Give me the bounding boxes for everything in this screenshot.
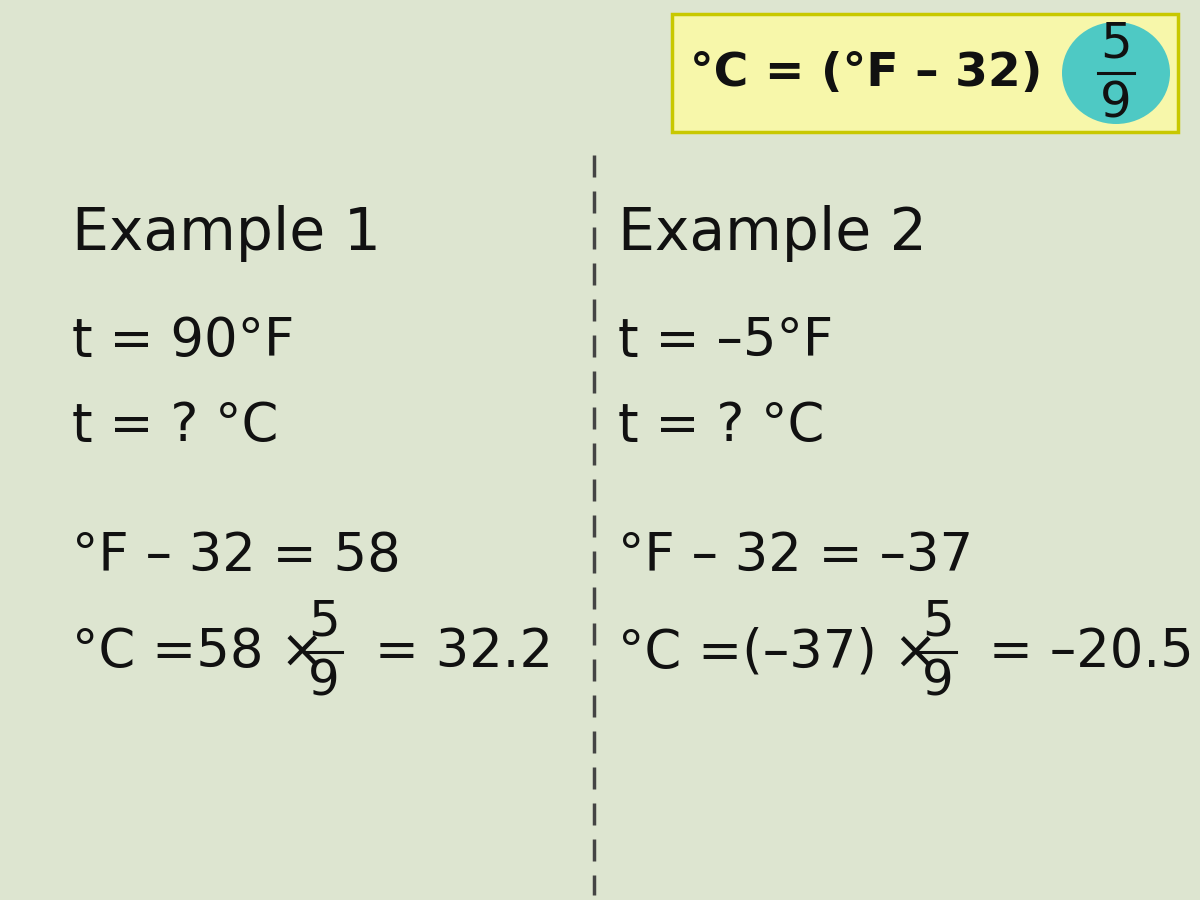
- Text: t = –5°F: t = –5°F: [618, 315, 833, 367]
- Text: = 32.2: = 32.2: [358, 626, 553, 678]
- Text: 5: 5: [308, 598, 340, 646]
- Text: t = ? °C: t = ? °C: [72, 400, 278, 452]
- Text: °C = (°F – 32) ×: °C = (°F – 32) ×: [690, 50, 1098, 95]
- Ellipse shape: [1062, 22, 1170, 124]
- Text: t = 90°F: t = 90°F: [72, 315, 294, 367]
- Text: t = ? °C: t = ? °C: [618, 400, 824, 452]
- Text: °C =58 ×: °C =58 ×: [72, 626, 324, 678]
- Text: 9: 9: [922, 658, 954, 706]
- Text: Example 2: Example 2: [618, 205, 926, 262]
- Text: 5: 5: [922, 598, 954, 646]
- Text: = –20.5: = –20.5: [972, 626, 1194, 678]
- Text: °C =(–37) ×: °C =(–37) ×: [618, 626, 938, 678]
- Text: 5: 5: [1100, 19, 1132, 67]
- Text: 9: 9: [308, 658, 340, 706]
- Text: °F – 32 = –37: °F – 32 = –37: [618, 530, 973, 582]
- Text: 9: 9: [1100, 79, 1132, 127]
- Text: Example 1: Example 1: [72, 205, 380, 262]
- Text: °F – 32 = 58: °F – 32 = 58: [72, 530, 401, 582]
- FancyBboxPatch shape: [672, 14, 1178, 132]
